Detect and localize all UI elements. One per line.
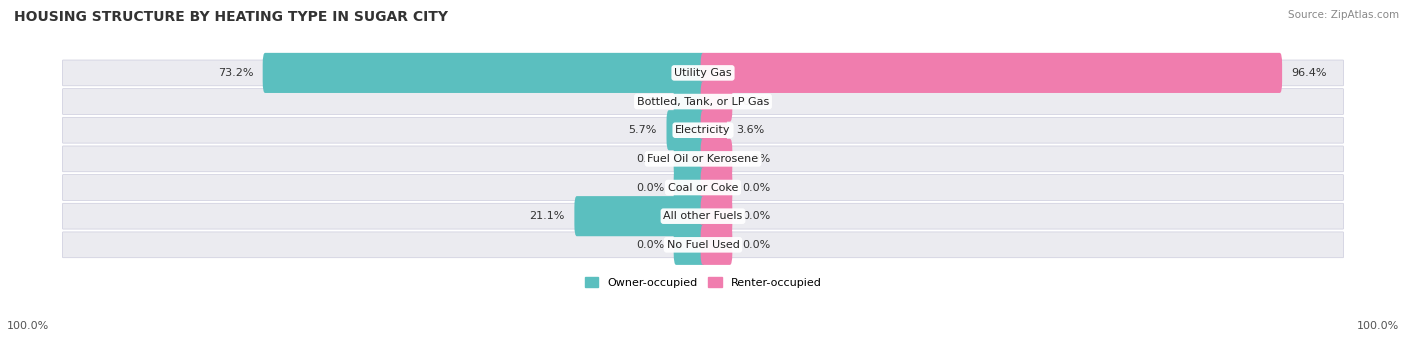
Text: Bottled, Tank, or LP Gas: Bottled, Tank, or LP Gas [637,97,769,107]
Text: 21.1%: 21.1% [530,211,565,221]
Text: 0.0%: 0.0% [636,154,664,164]
Text: 3.6%: 3.6% [737,125,765,135]
Text: 73.2%: 73.2% [218,68,253,78]
FancyBboxPatch shape [700,110,727,150]
Text: Electricity: Electricity [675,125,731,135]
FancyBboxPatch shape [263,53,706,93]
FancyBboxPatch shape [673,225,706,265]
Text: Utility Gas: Utility Gas [675,68,731,78]
Text: Source: ZipAtlas.com: Source: ZipAtlas.com [1288,10,1399,20]
Text: Coal or Coke: Coal or Coke [668,182,738,193]
FancyBboxPatch shape [700,167,733,208]
FancyBboxPatch shape [575,196,706,236]
Text: 0.0%: 0.0% [742,154,770,164]
Text: 96.4%: 96.4% [1292,68,1327,78]
Text: 0.0%: 0.0% [742,97,770,107]
Text: 0.0%: 0.0% [636,97,664,107]
FancyBboxPatch shape [62,175,1344,201]
Text: HOUSING STRUCTURE BY HEATING TYPE IN SUGAR CITY: HOUSING STRUCTURE BY HEATING TYPE IN SUG… [14,10,449,24]
FancyBboxPatch shape [700,81,733,122]
FancyBboxPatch shape [62,232,1344,258]
FancyBboxPatch shape [62,117,1344,143]
FancyBboxPatch shape [62,89,1344,115]
Text: 0.0%: 0.0% [742,240,770,250]
Text: 0.0%: 0.0% [636,182,664,193]
Text: 0.0%: 0.0% [636,240,664,250]
Text: Fuel Oil or Kerosene: Fuel Oil or Kerosene [647,154,759,164]
FancyBboxPatch shape [700,139,733,179]
FancyBboxPatch shape [673,167,706,208]
FancyBboxPatch shape [673,139,706,179]
Text: All other Fuels: All other Fuels [664,211,742,221]
FancyBboxPatch shape [62,146,1344,172]
FancyBboxPatch shape [700,53,1282,93]
Text: 100.0%: 100.0% [7,321,49,331]
FancyBboxPatch shape [700,225,733,265]
Text: 0.0%: 0.0% [742,182,770,193]
FancyBboxPatch shape [700,196,733,236]
Text: 5.7%: 5.7% [628,125,657,135]
Text: 100.0%: 100.0% [1357,321,1399,331]
FancyBboxPatch shape [62,203,1344,229]
Text: 0.0%: 0.0% [742,211,770,221]
FancyBboxPatch shape [62,60,1344,86]
Legend: Owner-occupied, Renter-occupied: Owner-occupied, Renter-occupied [581,273,825,292]
FancyBboxPatch shape [666,110,706,150]
Text: No Fuel Used: No Fuel Used [666,240,740,250]
FancyBboxPatch shape [673,81,706,122]
